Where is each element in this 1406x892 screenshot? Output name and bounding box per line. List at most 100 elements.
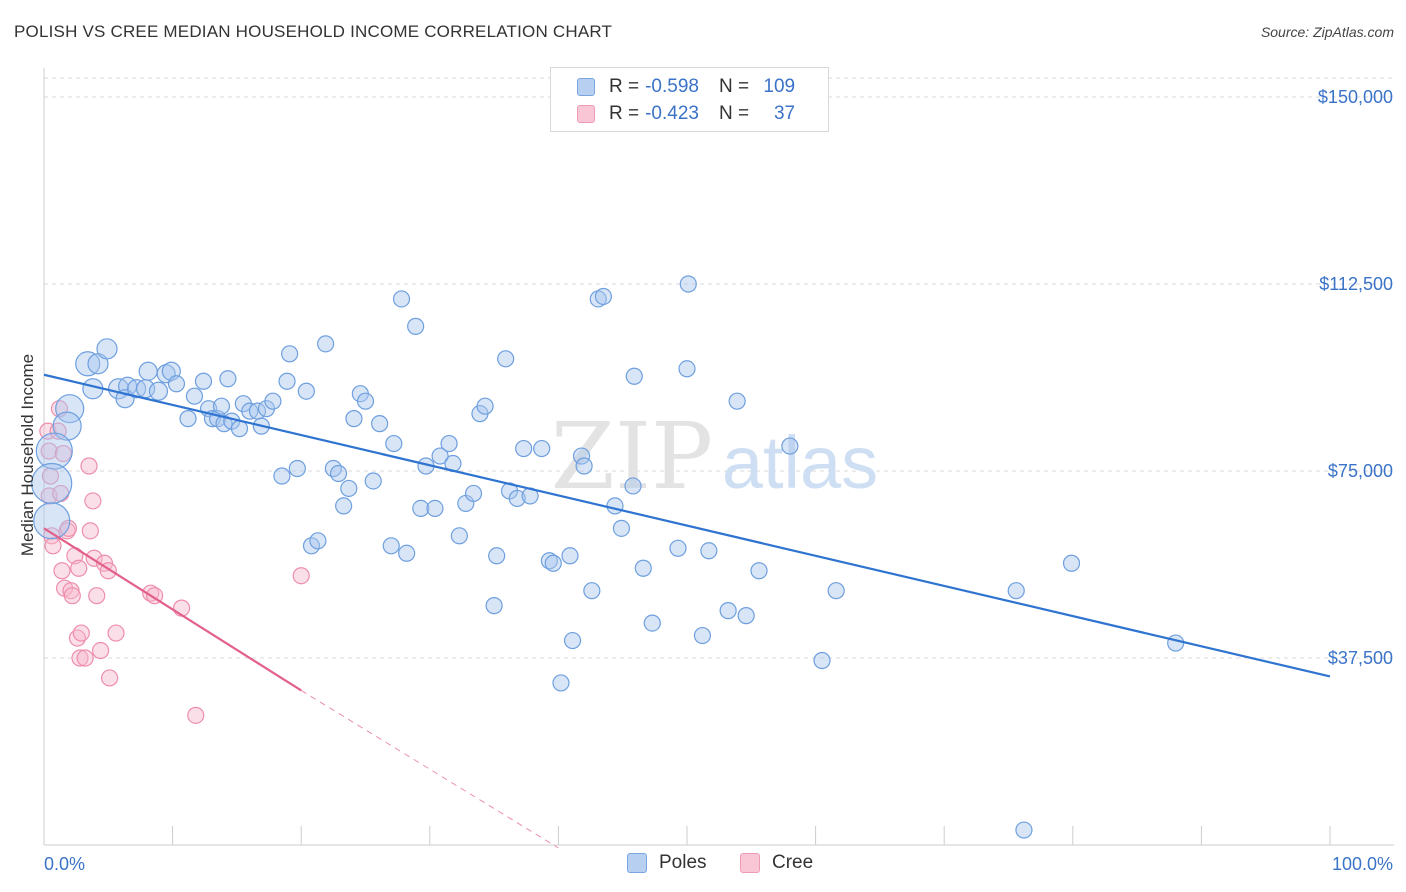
poles-point bbox=[508, 489, 526, 508]
poles-point bbox=[679, 275, 697, 293]
poles-point bbox=[35, 432, 73, 470]
poles-point bbox=[288, 459, 306, 478]
series-legend: Poles Cree bbox=[0, 852, 1406, 878]
cree-point bbox=[187, 706, 205, 724]
cree-point bbox=[81, 522, 99, 540]
y-axis-label: Median Household Income bbox=[18, 353, 37, 557]
x-tick-labels: 0.0% 100.0% bbox=[44, 854, 1393, 874]
poles-point bbox=[1167, 634, 1185, 652]
poles-point bbox=[185, 387, 204, 405]
cree-point bbox=[53, 562, 71, 580]
cree-legend-swatch bbox=[740, 853, 760, 873]
y-tick-labels: $37,500 $75,000 $112,500 $150,000 bbox=[1318, 87, 1393, 668]
poles-point bbox=[212, 397, 231, 415]
poles-point bbox=[329, 464, 348, 483]
poles-point bbox=[693, 626, 712, 645]
poles-point bbox=[324, 459, 342, 478]
legend-item-poles[interactable]: Poles bbox=[627, 852, 707, 874]
legend-row-poles: R = -0.598 N = 109 bbox=[577, 75, 795, 99]
poles-point bbox=[561, 547, 579, 565]
poles-point bbox=[464, 484, 483, 503]
poles-point bbox=[440, 434, 458, 453]
poles-point bbox=[450, 527, 468, 545]
poles-point bbox=[273, 467, 291, 485]
legend-n-label: N = bbox=[718, 103, 750, 124]
poles-point bbox=[669, 539, 687, 557]
cree-point bbox=[41, 467, 60, 485]
cree-point bbox=[54, 444, 72, 463]
correlation-legend: R = -0.598 N = 109 R = -0.423 N = 37 bbox=[550, 67, 829, 132]
poles-point bbox=[488, 547, 506, 565]
cree-points bbox=[39, 400, 310, 724]
poles-point bbox=[392, 290, 411, 308]
poles-point bbox=[407, 317, 425, 335]
source-credit: Source: ZipAtlas.com bbox=[1260, 24, 1394, 40]
poles-point bbox=[594, 287, 613, 306]
cree-point bbox=[173, 599, 191, 617]
y-tick-label: $37,500 bbox=[1328, 648, 1393, 668]
cree-point bbox=[292, 567, 310, 585]
poles-legend-swatch bbox=[627, 853, 647, 873]
legend-n-label: N = bbox=[718, 76, 750, 97]
poles-point bbox=[382, 537, 400, 555]
poles-point bbox=[371, 415, 389, 433]
legend-n-value: 37 bbox=[773, 103, 796, 124]
poles-point bbox=[606, 497, 624, 515]
poles-point bbox=[96, 338, 118, 360]
cree-point bbox=[44, 537, 62, 555]
poles-point bbox=[364, 472, 382, 490]
poles-point bbox=[750, 562, 768, 580]
poles-point bbox=[552, 674, 570, 692]
poles-point bbox=[264, 392, 282, 410]
poles-point bbox=[33, 502, 71, 540]
legend-r-value: -0.423 bbox=[645, 103, 699, 124]
poles-point bbox=[533, 439, 551, 458]
poles-legend-label: Poles bbox=[659, 852, 707, 873]
legend-item-cree[interactable]: Cree bbox=[740, 852, 813, 874]
cree-swatch bbox=[577, 105, 595, 123]
poles-point bbox=[827, 582, 845, 600]
watermark-zip: ZIP bbox=[551, 403, 713, 510]
poles-point bbox=[194, 372, 213, 390]
poles-point bbox=[31, 462, 73, 505]
chart-title: POLISH VS CREE MEDIAN HOUSEHOLD INCOME C… bbox=[14, 22, 613, 41]
cree-point bbox=[80, 457, 98, 475]
poles-point bbox=[700, 542, 718, 560]
poles-point bbox=[634, 559, 652, 577]
cree-point bbox=[100, 669, 119, 687]
watermark: ZIP atlas bbox=[551, 403, 878, 510]
poles-point bbox=[309, 532, 327, 550]
cree-point bbox=[40, 442, 58, 460]
cree-point bbox=[71, 649, 89, 667]
cree-point bbox=[88, 587, 106, 605]
cree-point bbox=[63, 587, 81, 605]
cree-point bbox=[70, 559, 88, 577]
poles-point bbox=[219, 370, 237, 388]
cree-point bbox=[72, 624, 90, 642]
y-tick-label: $112,500 bbox=[1319, 274, 1393, 294]
poles-point bbox=[624, 477, 642, 495]
poles-point bbox=[281, 345, 299, 363]
poles-point bbox=[515, 439, 533, 458]
poles-point bbox=[1062, 554, 1081, 572]
poles-point bbox=[297, 382, 315, 400]
poles-swatch bbox=[577, 78, 595, 96]
poles-point bbox=[719, 602, 737, 620]
gridlines bbox=[44, 77, 1394, 659]
poles-point bbox=[583, 582, 601, 600]
poles-point bbox=[1007, 582, 1025, 600]
trend-lines bbox=[43, 373, 1331, 849]
poles-point bbox=[431, 447, 449, 465]
poles-point bbox=[575, 457, 593, 475]
poles-point bbox=[728, 392, 746, 410]
poles-point bbox=[345, 410, 363, 428]
poles-point bbox=[572, 447, 591, 465]
x-tick-label: 0.0% bbox=[44, 854, 85, 874]
poles-point bbox=[317, 335, 335, 353]
axes bbox=[43, 68, 1394, 846]
x-tick-label: 100.0% bbox=[1332, 854, 1393, 874]
poles-point bbox=[813, 651, 831, 670]
cree-point bbox=[107, 624, 125, 642]
legend-r-label: R = bbox=[609, 76, 640, 97]
